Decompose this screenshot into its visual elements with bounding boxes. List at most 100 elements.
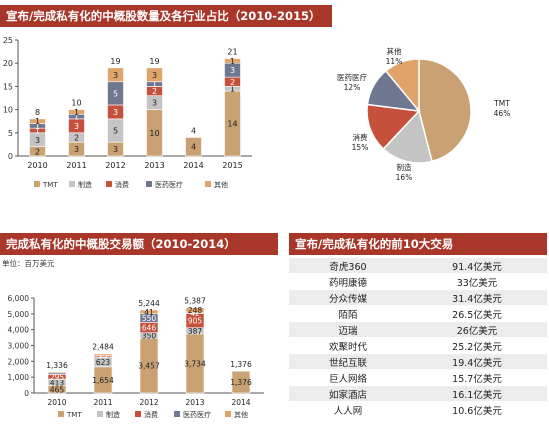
total-label: 19 [110,57,120,66]
slice-name-label: 其他 [387,46,402,56]
segment-label: 3 [113,108,118,117]
table-title-banner: 宣布/完成私有化的前10大交易 [289,233,547,255]
unit-label: 单位：百万美元 [2,258,55,268]
total-label: 5,244 [138,299,160,308]
segment-label: 3 [152,71,157,80]
total-label: 1,376 [230,360,252,369]
bar-segment [146,67,163,83]
legend-swatch [146,181,152,187]
total-label: 19 [149,57,159,66]
segment-label: 413 [50,378,65,387]
segment-label: 295 [50,373,65,382]
pie-slice [384,58,420,114]
table-row: 分众传媒 31.4亿美元 [289,289,547,306]
deal-name: 世纪互联 [289,353,407,370]
y-tick-label: 10 [3,106,13,115]
deal-name: 人人网 [289,401,407,418]
y-tick-label: 5,000 [8,310,30,319]
segment-label: 350 [142,331,157,340]
slice-name-label: 制造 [397,162,412,172]
legend-swatch [106,181,112,187]
slice-name-label: 医药医疗 [337,72,367,82]
y-tick-label: 25 [3,36,13,45]
deal-name: 陌陌 [289,305,407,322]
legend-swatch [69,181,75,187]
table-row: 奇虎360 91.4亿美元 [289,258,547,274]
legend-label: 制造 [106,410,120,419]
deal-value: 15.7亿美元 [407,369,547,386]
legend-label: TMT [42,181,58,189]
y-tick-label: 5 [8,129,13,138]
slice-name-label: TMT [493,99,510,108]
segment-label: 1 [35,126,40,135]
segment-label: 5 [113,89,118,98]
segment-label: 465 [50,385,65,394]
segment-label: 3 [113,71,118,80]
segment-label: 3 [152,99,157,108]
deal-value: 16.1亿美元 [407,385,547,402]
bar-segment [107,67,124,83]
total-label: 1,336 [46,361,68,370]
x-tick-label: 2014 [231,398,250,407]
y-tick-label: 0 [8,152,13,161]
segment-label: 1 [152,80,157,89]
legend-label: 其他 [214,180,228,189]
table-row: 陌陌 26.5亿美元 [289,305,547,322]
segment-label: 15 [98,351,108,360]
segment-label: 2 [74,133,79,142]
segment-label: 550 [142,314,157,323]
segment-label: 2 [230,78,235,87]
deal-name: 奇虎360 [289,258,407,274]
segment-label: 1,376 [230,378,252,387]
deal-value: 33亿美元 [407,273,547,290]
segment-label: 3 [74,122,79,131]
slice-percent-label: 15% [352,143,369,152]
x-tick-label: 2012 [139,398,158,407]
x-tick-label: 2012 [105,161,125,170]
y-tick-label: 1,000 [8,373,30,382]
table-row: 如家酒店 16.1亿美元 [289,385,547,402]
deal-value: 10.6亿美元 [407,401,547,418]
segment-label: 2 [35,147,40,156]
legend-swatch [135,411,141,417]
deal-name: 药明康德 [289,273,407,290]
bar-segment [29,118,46,124]
bar-segment [231,370,251,394]
pie-slice [418,58,472,163]
x-tick-label: 2011 [93,398,112,407]
segment-label: 1 [74,108,79,117]
segment-label: 1 [230,85,235,94]
table-row: 药明康德 33亿美元 [289,273,547,290]
legend-label: 其他 [234,410,248,419]
table-row: 世纪互联 19.4亿美元 [289,353,547,370]
table-row: 迈瑞 26亿美元 [289,321,547,338]
y-tick-label: 2,000 [8,357,30,366]
deal-value: 26亿美元 [407,321,547,338]
segment-label: 4 [191,143,196,152]
segment-label: 1 [74,113,79,122]
segment-label: 3,457 [138,362,160,371]
x-tick-label: 2013 [144,161,164,170]
deal-value: 25.2亿美元 [407,337,547,354]
slice-name-label: 消费 [353,132,368,142]
deal-value: 26.5亿美元 [407,305,547,322]
bar-segment [139,309,159,315]
chart3-title-banner: 完成私有化的中概股交易额（2010-2014） [0,233,278,255]
table-row: 人人网 10.6亿美元 [289,401,547,418]
legend-swatch [97,411,103,417]
segment-label: 3 [35,136,40,145]
legend-swatch [34,181,40,187]
segment-label: 3 [74,145,79,154]
segment-label: 1,654 [92,376,114,385]
legend-label: 医药医疗 [155,180,183,189]
total-label: 8 [35,108,40,117]
x-tick-label: 2014 [183,161,203,170]
segment-label: 248 [188,306,203,315]
legend-label: 医药医疗 [183,410,211,419]
total-label: 4 [191,126,196,135]
segment-label: 1 [35,117,40,126]
legend-label: 制造 [78,180,92,189]
total-label: 5,387 [184,297,206,306]
legend-swatch [58,411,64,417]
